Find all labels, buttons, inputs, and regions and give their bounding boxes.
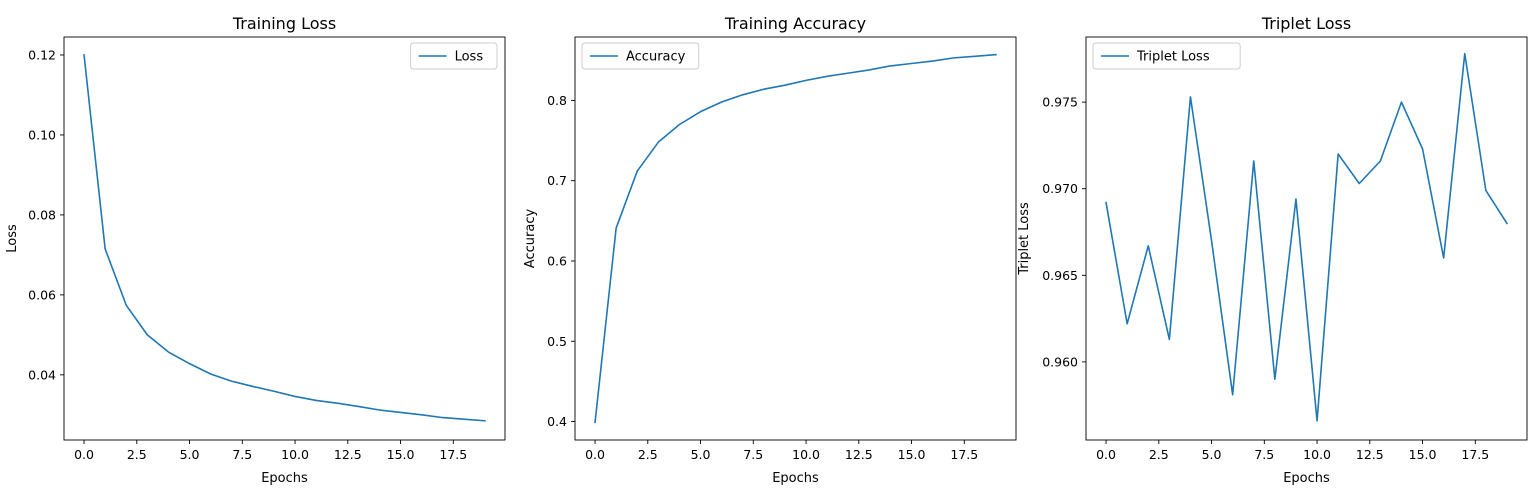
x-tick-label: 12.5 — [1356, 447, 1384, 462]
x-tick-label: 2.5 — [638, 447, 658, 462]
legend-box — [581, 42, 700, 70]
x-tick-label: 15.0 — [387, 447, 415, 462]
legend-box — [1092, 42, 1241, 70]
y-tick-label: 0.7 — [547, 173, 567, 188]
series-line-1 — [83, 54, 486, 422]
x-tick-label: 10.0 — [792, 447, 820, 462]
series-line-1 — [594, 53, 997, 424]
y-axis-label: Triplet Loss — [1017, 202, 1032, 276]
x-tick-label: 7.5 — [232, 447, 252, 462]
y-tick-label: 0.8 — [547, 93, 567, 108]
y-tick-label: 0.08 — [28, 207, 56, 222]
y-tick-label: 0.975 — [1042, 95, 1078, 110]
x-tick-label: 12.5 — [845, 447, 873, 462]
legend-label: Accuracy — [626, 50, 686, 65]
y-tick-label: 0.960 — [1042, 354, 1078, 369]
y-tick-label: 0.06 — [28, 287, 56, 302]
x-tick-label: 0.0 — [585, 447, 605, 462]
x-tick-label: 7.5 — [743, 447, 763, 462]
y-tick-label: 0.12 — [28, 47, 56, 62]
y-tick-label: 0.4 — [547, 414, 567, 429]
y-tick-label: 0.10 — [28, 127, 56, 142]
x-tick-label: 0.0 — [74, 447, 94, 462]
x-tick-label: 17.5 — [1461, 447, 1489, 462]
series-line-1 — [1105, 52, 1509, 422]
y-tick-label: 0.5 — [547, 334, 567, 349]
legend-label: Triplet Loss — [1136, 50, 1210, 65]
legend: Accuracy — [581, 42, 700, 70]
x-tick-label: 10.0 — [1303, 447, 1331, 462]
chart-title: Training Loss — [232, 14, 336, 33]
chart-title: Training Accuracy — [724, 14, 866, 33]
legend: Loss — [410, 42, 498, 70]
legend-box — [410, 42, 498, 70]
x-tick-label: 17.5 — [439, 447, 467, 462]
chart-panel-3: Triplet Loss 0.0 2.5 5.0 7.5 10.0 12.5 15.0 17.5… — [1017, 14, 1528, 486]
legend: Triplet Loss — [1092, 42, 1241, 70]
x-tick-label: 5.0 — [1202, 447, 1222, 462]
y-axis-label: Loss — [5, 224, 20, 253]
x-tick-label: 5.0 — [180, 447, 200, 462]
x-axis-label: Epochs — [1283, 471, 1330, 486]
y-tick-label: 0.6 — [547, 253, 567, 268]
x-tick-label: 0.0 — [1096, 447, 1116, 462]
y-axis-label: Accuracy — [523, 209, 538, 269]
chart-panel-2: Training Accuracy 0.0 2.5 5.0 7.5 10.0 12.5 15.… — [523, 14, 1017, 486]
chart-panel-1: Training Loss 0.0 2.5 5.0 7.5 10.0 12.5 15.0 17.… — [5, 14, 506, 486]
x-tick-label: 2.5 — [127, 447, 147, 462]
plot-frame — [63, 36, 506, 441]
y-tick-label: 0.965 — [1042, 268, 1078, 283]
y-tick-label: 0.970 — [1042, 181, 1078, 196]
x-tick-label: 17.5 — [950, 447, 978, 462]
x-tick-label: 10.0 — [281, 447, 309, 462]
x-axis-label: Epochs — [261, 471, 308, 486]
plot-frame — [1085, 36, 1528, 441]
chart-title: Triplet Loss — [1261, 14, 1351, 33]
x-tick-label: 15.0 — [898, 447, 926, 462]
x-tick-label: 7.5 — [1254, 447, 1274, 462]
x-tick-label: 12.5 — [334, 447, 362, 462]
plot-frame — [574, 36, 1017, 441]
y-tick-label: 0.04 — [28, 367, 56, 382]
x-axis-label: Epochs — [772, 471, 819, 486]
x-tick-label: 15.0 — [1409, 447, 1437, 462]
x-tick-label: 5.0 — [691, 447, 711, 462]
x-tick-label: 2.5 — [1149, 447, 1169, 462]
legend-label: Loss — [455, 50, 484, 65]
